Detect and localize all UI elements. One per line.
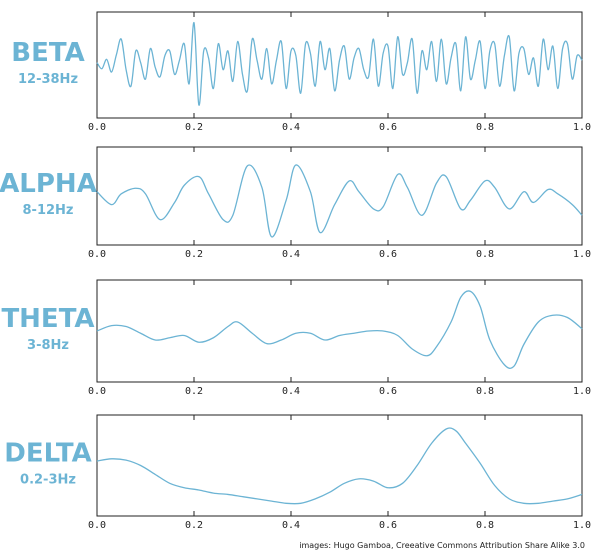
theta-band-range: 3-8Hz [27, 338, 69, 353]
image-credit: images: Hugo Gamboa, Creeative Commons A… [299, 541, 585, 550]
delta-x-tick-label: 0.4 [282, 520, 300, 531]
delta-band-name: DELTA [4, 439, 91, 469]
delta-x-tick-label: 0.8 [476, 520, 494, 531]
alpha-x-tick-label: 0.2 [185, 249, 203, 260]
beta-plot-frame [96, 11, 583, 119]
alpha-wave-line [96, 164, 583, 238]
alpha-x-tick-label: 0.0 [88, 249, 106, 260]
beta-x-tick-label: 0.4 [282, 122, 300, 133]
delta-x-tick-label: 0.0 [88, 520, 106, 531]
delta-x-tick-label: 1.0 [573, 520, 591, 531]
alpha-band-name: ALPHA [0, 169, 97, 199]
panel-beta: BETA 12-38Hz 0.0 0.2 0.4 0.6 0.8 1.0 [11, 11, 591, 133]
beta-x-tick-label: 0.0 [88, 122, 106, 133]
delta-band-range: 0.2-3Hz [20, 473, 76, 488]
beta-x-tick-label: 1.0 [573, 122, 591, 133]
panel-theta: THETA 3-8Hz 0.0 0.2 0.4 0.6 0.8 1.0 [1, 279, 591, 397]
alpha-x-tick-label: 0.4 [282, 249, 300, 260]
alpha-x-tick-label: 0.6 [379, 249, 397, 260]
beta-band-range: 12-38Hz [18, 72, 78, 87]
delta-x-tick-label: 0.6 [379, 520, 397, 531]
beta-x-tick-label: 0.8 [476, 122, 494, 133]
theta-x-tick-label: 1.0 [573, 386, 591, 397]
theta-x-tick-label: 0.6 [379, 386, 397, 397]
beta-wave-line [96, 22, 583, 106]
theta-x-tick-label: 0.8 [476, 386, 494, 397]
delta-wave-line [96, 427, 583, 505]
alpha-band-range: 8-12Hz [23, 203, 74, 218]
theta-x-tick-label: 0.2 [185, 386, 203, 397]
theta-wave-line [96, 290, 583, 369]
alpha-x-tick-label: 0.8 [476, 249, 494, 260]
theta-x-tick-label: 0.4 [282, 386, 300, 397]
beta-x-tick-label: 0.2 [185, 122, 203, 133]
theta-x-tick-label: 0.0 [88, 386, 106, 397]
alpha-x-tick-label: 1.0 [573, 249, 591, 260]
alpha-plot-frame [96, 146, 583, 246]
panel-delta: DELTA 0.2-3Hz 0.0 0.2 0.4 0.6 0.8 1.0 [4, 414, 591, 531]
beta-x-tick-label: 0.6 [379, 122, 397, 133]
beta-band-name: BETA [11, 38, 84, 68]
delta-plot-frame [96, 414, 583, 517]
theta-plot-frame [96, 279, 583, 383]
panel-alpha: ALPHA 8-12Hz 0.0 0.2 0.4 0.6 0.8 1.0 [0, 146, 591, 260]
theta-band-name: THETA [1, 304, 94, 334]
delta-x-tick-label: 0.2 [185, 520, 203, 531]
